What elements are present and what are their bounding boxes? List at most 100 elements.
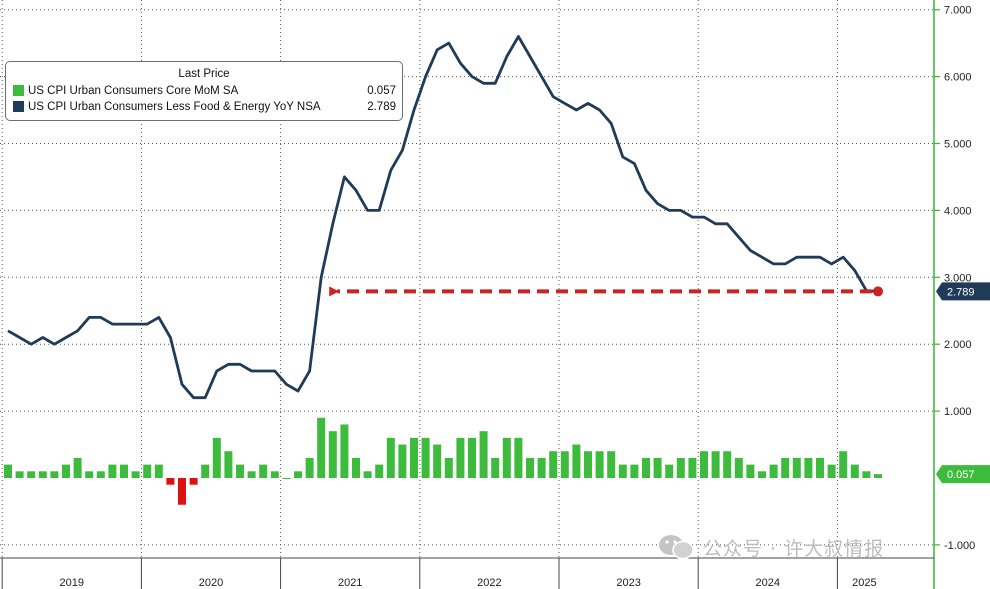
y-tick-label: 7.000 <box>944 5 972 17</box>
bar <box>120 464 128 478</box>
bar <box>247 471 256 478</box>
legend-title: Last Price <box>178 68 230 80</box>
bar <box>270 471 279 478</box>
x-tick-label: 2025 <box>852 577 876 589</box>
bar <box>850 464 859 478</box>
bar <box>769 464 778 478</box>
core-mom-bars <box>4 417 882 505</box>
bar <box>491 457 500 478</box>
bar <box>433 444 442 478</box>
bar <box>294 471 302 478</box>
bar <box>444 457 453 478</box>
bar <box>143 464 152 478</box>
bar <box>792 457 801 478</box>
bar <box>502 437 511 478</box>
bar <box>375 464 384 478</box>
bar <box>607 451 616 478</box>
y-tick-label: 4.000 <box>944 205 972 217</box>
bar <box>154 464 163 478</box>
bar <box>827 464 836 478</box>
watermark-text: 公众号 · 许大叔情报 <box>703 538 885 560</box>
bar <box>178 478 186 505</box>
bar <box>85 471 94 478</box>
bar <box>816 457 824 478</box>
bar <box>96 471 105 478</box>
bar <box>73 457 82 478</box>
y-tick-label: 2.000 <box>944 339 972 351</box>
wechat-icon <box>659 535 694 560</box>
bar <box>711 451 720 478</box>
bar <box>421 437 430 478</box>
last-value-tag <box>936 282 990 301</box>
last-bar-tag-label: 0.057 <box>947 469 975 481</box>
bar <box>410 437 418 478</box>
bar <box>62 464 70 478</box>
legend-item-value: 2.789 <box>367 101 396 113</box>
x-tick-label: 2021 <box>338 577 362 589</box>
x-tick-label: 2024 <box>756 577 780 589</box>
bar <box>514 437 523 478</box>
y-tick-label: 6.000 <box>944 72 972 84</box>
x-tick-label: 2019 <box>60 577 84 589</box>
y-tick-label: 1.000 <box>944 406 972 418</box>
bar <box>236 464 244 478</box>
bar <box>282 478 291 479</box>
bar <box>468 437 476 478</box>
bar <box>781 457 790 478</box>
bar <box>398 444 407 478</box>
bar <box>572 444 581 478</box>
bar <box>630 464 639 478</box>
bar <box>15 471 24 478</box>
bar <box>700 451 708 478</box>
bar <box>642 457 650 478</box>
bar <box>874 474 882 478</box>
legend-item-name: US CPI Urban Consumers Core MoM SA <box>28 85 239 97</box>
annotation <box>329 286 883 297</box>
end-point <box>873 286 883 297</box>
y-tick-label: -1.000 <box>944 540 975 552</box>
bar <box>201 464 210 478</box>
bar <box>479 431 488 478</box>
bar <box>317 417 326 478</box>
bar <box>584 451 592 478</box>
bar <box>618 464 627 478</box>
bar <box>259 464 268 478</box>
bar <box>758 471 766 478</box>
bar <box>305 457 314 478</box>
y-tick-label: 5.000 <box>944 139 972 151</box>
x-axis: 2019 2020 2021 2022 2023 2024 2025 <box>0 557 934 589</box>
last-bar-tag <box>936 465 990 484</box>
bar <box>560 451 569 478</box>
bar <box>734 457 743 478</box>
bar <box>746 464 755 478</box>
bar <box>224 451 233 478</box>
bar <box>131 471 140 478</box>
y-tick-label: 3.000 <box>944 272 972 284</box>
bar <box>839 451 848 478</box>
bar <box>676 457 685 478</box>
bar <box>108 464 117 478</box>
bar <box>328 431 337 478</box>
bar <box>595 451 604 478</box>
bar <box>653 457 662 478</box>
bar <box>526 457 534 478</box>
x-tick-label: 2022 <box>477 577 501 589</box>
legend-swatch-navy <box>13 101 24 112</box>
legend-swatch-green <box>13 85 24 96</box>
bar <box>27 471 36 478</box>
bar <box>340 424 349 478</box>
last-value-tag-label: 2.789 <box>947 286 975 298</box>
bar <box>688 457 697 478</box>
y-axis: -1.000 1.000 2.000 3.000 4.000 5.000 6.000 7.00… <box>933 0 990 589</box>
series-line <box>7 35 879 400</box>
core-yoy-line <box>7 35 879 400</box>
legend-item-core-mom: US CPI Urban Consumers Core MoM SA 0.057 <box>13 84 396 98</box>
legend-item-value: 0.057 <box>367 85 396 97</box>
bar <box>363 471 372 478</box>
bar <box>804 457 813 478</box>
bar <box>166 478 175 485</box>
x-tick-label: 2020 <box>199 577 223 589</box>
bar <box>352 457 360 478</box>
bar <box>38 471 47 478</box>
